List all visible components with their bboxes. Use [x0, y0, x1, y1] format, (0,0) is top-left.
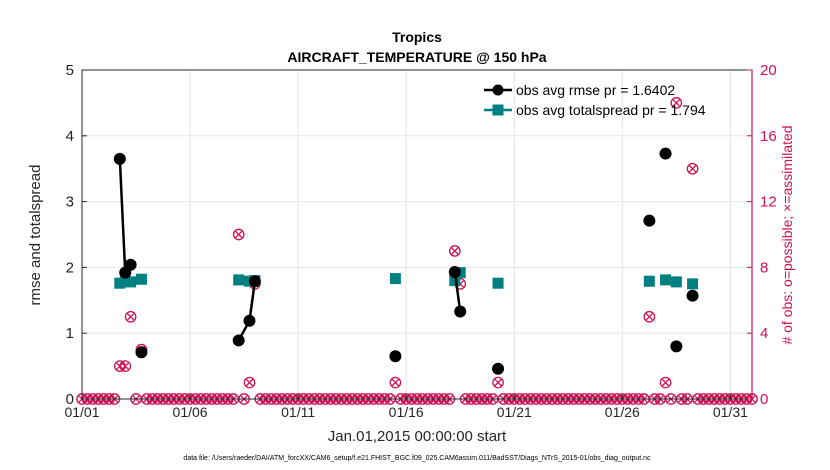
obs-count-marker — [659, 376, 672, 389]
spread-point — [125, 276, 137, 288]
x-tick-label: 01/26 — [605, 404, 640, 420]
x-tick-label: 01/31 — [713, 404, 748, 420]
y-right-tick-label: 12 — [760, 194, 777, 211]
obs-count-marker — [243, 376, 256, 389]
x-tick-label: 01/16 — [389, 404, 424, 420]
legend-rmse-label: obs avg rmse pr = 1.6402 — [516, 82, 675, 98]
obs-count-marker — [119, 360, 132, 372]
y-axis-label: rmse and totalspread — [27, 165, 44, 306]
x-tick-label: 01/21 — [497, 404, 532, 420]
obs-count-marker — [124, 310, 137, 323]
rmse-point — [492, 362, 505, 375]
legend: obs avg rmse pr = 1.6402 obs avg totalsp… — [484, 82, 706, 118]
spread-point — [643, 275, 655, 287]
spread-point — [233, 274, 245, 286]
spread-point — [660, 274, 672, 286]
spread-point — [389, 273, 401, 285]
y-right-axis-label: # of obs: o=possible; ×=assimilated — [779, 125, 795, 344]
rmse-point — [389, 350, 402, 363]
legend-spread-label: obs avg totalspread pr = 1.794 — [516, 102, 706, 118]
axis-ticks: 01/01 01/06 01/11 01/16 01/21 01/26 01/3101234… — [64, 62, 776, 420]
spread-point — [687, 278, 699, 290]
rmse-line — [453, 271, 462, 312]
rmse-point — [124, 258, 137, 271]
y-right-tick-label: 8 — [760, 259, 768, 276]
rmse-point — [448, 266, 461, 279]
x-tick-label: 01/01 — [64, 404, 99, 420]
obs-count-marker — [670, 97, 683, 109]
rmse-point — [659, 147, 672, 160]
obs-count-marker — [492, 376, 504, 389]
obs-count-marker — [448, 245, 461, 257]
rmse-point — [243, 314, 256, 327]
chart-title: Tropics — [392, 29, 442, 45]
rmse-point — [454, 305, 467, 318]
y-right-tick-label: 20 — [760, 62, 777, 79]
footer-note: data file: /Users/raeder/DAI/ATM_forcXX/… — [183, 455, 651, 462]
rmse-point — [232, 334, 245, 347]
y-tick-label: 0 — [66, 391, 74, 408]
x-tick-label: 01/11 — [281, 404, 315, 420]
legend-rmse-marker — [492, 84, 504, 96]
y-tick-label: 2 — [66, 259, 74, 276]
spread-point — [135, 273, 147, 285]
y-right-tick-label: 0 — [760, 391, 768, 408]
spread-point — [670, 276, 682, 288]
obs-count-marker — [389, 376, 402, 389]
rmse-point — [670, 340, 683, 353]
chart-subtitle: AIRCRAFT_TEMPERATURE @ 150 hPa — [287, 49, 546, 65]
y-tick-label: 1 — [66, 325, 74, 342]
obs-count-marker — [686, 162, 699, 175]
y-tick-label: 3 — [66, 194, 74, 211]
rmse-point — [113, 152, 126, 165]
y-tick-label: 5 — [66, 62, 74, 79]
y-right-tick-label: 4 — [760, 325, 768, 342]
rmse-point — [135, 346, 148, 359]
x-axis-label: Jan.01,2015 00:00:00 start — [328, 428, 507, 445]
x-tick-label: 01/06 — [173, 404, 208, 420]
obs-count-marker — [232, 228, 245, 241]
rmse-point — [248, 275, 261, 288]
spread-point — [492, 277, 504, 289]
y-right-tick-label: 16 — [760, 128, 777, 145]
legend-spread-marker — [492, 104, 504, 116]
rmse-point — [686, 289, 699, 302]
y-tick-label: 4 — [66, 128, 74, 145]
obs-count-marker — [643, 310, 656, 323]
rmse-point — [643, 214, 656, 227]
